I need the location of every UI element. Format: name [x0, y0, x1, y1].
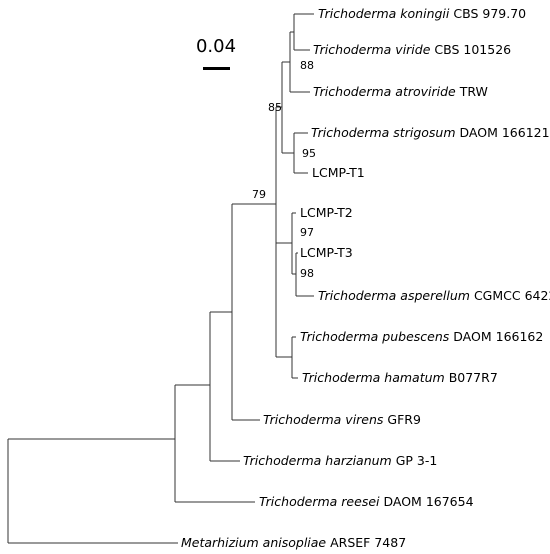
- bootstrap-value: 85: [268, 101, 282, 114]
- species-name: Metarhizium anisopliae: [181, 535, 326, 550]
- strain-name: GP 3-1: [396, 453, 438, 468]
- leaf-label: LCMP-T2: [300, 205, 353, 220]
- leaf-label: Trichoderma virens GFR9: [263, 412, 421, 427]
- leaf-label: Trichoderma koningii CBS 979.70: [318, 6, 526, 21]
- leaf-label: Trichoderma harzianum GP 3-1: [243, 453, 437, 468]
- species-name: Trichoderma asperellum: [318, 288, 470, 303]
- strain-name: GFR9: [387, 412, 421, 427]
- strain-name: ARSEF 7487: [330, 535, 406, 550]
- leaf-label: Trichoderma asperellum CGMCC 6422: [318, 288, 550, 303]
- species-name: Trichoderma harzianum: [243, 453, 392, 468]
- leaf-name: LCMP-T1: [312, 165, 365, 180]
- species-name: Trichoderma reesei: [259, 494, 380, 509]
- leaf-label: Trichoderma strigosum DAOM 166121: [311, 125, 550, 140]
- species-name: Trichoderma atroviride: [313, 84, 456, 99]
- species-name: Trichoderma strigosum: [311, 125, 456, 140]
- bootstrap-value: 97: [300, 226, 314, 239]
- species-name: Trichoderma koningii: [318, 6, 450, 21]
- strain-name: CGMCC 6422: [474, 288, 550, 303]
- scale-label: 0.04: [196, 36, 236, 57]
- strain-name: DAOM 166162: [453, 329, 543, 344]
- species-name: Trichoderma hamatum: [302, 370, 445, 385]
- leaf-label: Trichoderma hamatum B077R7: [302, 370, 498, 385]
- leaf-label: Trichoderma viride CBS 101526: [313, 42, 511, 57]
- strain-name: CBS 979.70: [453, 6, 526, 21]
- bootstrap-value: 88: [300, 59, 314, 72]
- tree-branches: [7, 13, 314, 544]
- leaf-label: Trichoderma atroviride TRW: [313, 84, 488, 99]
- leaf-name: LCMP-T3: [300, 245, 353, 260]
- bootstrap-value: 79: [252, 188, 266, 201]
- strain-name: TRW: [459, 84, 488, 99]
- scale-bar: [203, 67, 230, 70]
- leaf-name: LCMP-T2: [300, 205, 353, 220]
- species-name: Trichoderma virens: [263, 412, 384, 427]
- species-name: Trichoderma pubescens: [300, 329, 450, 344]
- species-name: Trichoderma viride: [313, 42, 431, 57]
- leaf-label: LCMP-T1: [312, 165, 365, 180]
- strain-name: DAOM 166121: [460, 125, 550, 140]
- leaf-label: Trichoderma pubescens DAOM 166162: [300, 329, 543, 344]
- strain-name: B077R7: [449, 370, 498, 385]
- bootstrap-value: 95: [302, 147, 316, 160]
- leaf-label: Metarhizium anisopliae ARSEF 7487: [181, 535, 406, 550]
- bootstrap-value: 98: [300, 267, 314, 280]
- leaf-label: LCMP-T3: [300, 245, 353, 260]
- strain-name: CBS 101526: [434, 42, 511, 57]
- leaf-label: Trichoderma reesei DAOM 167654: [259, 494, 474, 509]
- strain-name: DAOM 167654: [383, 494, 473, 509]
